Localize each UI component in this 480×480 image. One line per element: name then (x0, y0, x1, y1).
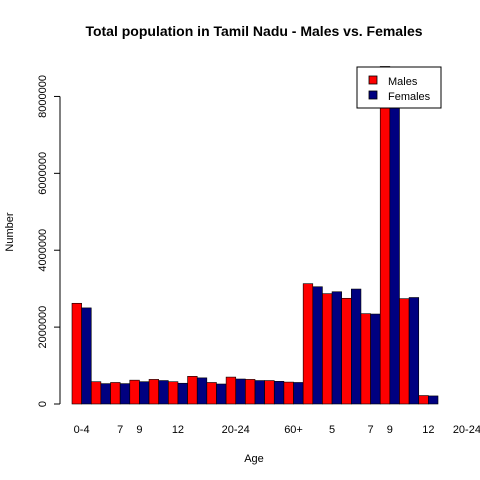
bar-female-5 (177, 382, 188, 405)
legend-swatch-males (368, 75, 378, 85)
bar-male-3 (129, 379, 140, 405)
legend-swatch-females (368, 90, 378, 100)
bar-male-15 (360, 313, 371, 405)
bar-female-10 (273, 381, 285, 405)
y-tick-label-4: 8000000 (37, 75, 49, 118)
x-tick-label-7: 7 (368, 424, 374, 436)
x-tick-label-6: 5 (329, 424, 335, 436)
bar-female-14 (351, 288, 362, 405)
bar-male-17 (399, 298, 410, 405)
bar-female-4 (158, 380, 169, 405)
x-tick-label-2: 9 (136, 424, 142, 436)
bar-female-9 (254, 380, 265, 405)
y-tick-label-3: 6000000 (37, 152, 49, 195)
bar-female-3 (139, 381, 150, 405)
y-tick-label-0: 0 (37, 401, 49, 407)
bar-male-12 (302, 283, 314, 405)
bar-male-11 (283, 381, 294, 405)
bar-female-0 (81, 307, 92, 405)
bar-male-13 (322, 293, 333, 405)
x-tick-label-0: 0-4 (74, 424, 90, 436)
bar-male-1 (90, 381, 102, 405)
y-axis: 0 2000000 4000000 6000000 8000000 (37, 75, 61, 407)
bar-female-12 (312, 286, 323, 405)
legend: Males Females (356, 66, 442, 109)
x-tick-label-10: 20-24 (453, 424, 480, 436)
bar-male-9 (245, 379, 256, 405)
chart-title: Total population in Tamil Nadu - Males v… (85, 23, 422, 39)
x-tick-label-5: 60+ (284, 424, 303, 436)
bar-male-18 (418, 395, 429, 405)
bar-female-17 (408, 297, 420, 405)
bar-male-2 (110, 382, 121, 405)
bar-female-2 (119, 383, 131, 405)
bar-male-0 (71, 302, 82, 405)
legend-box (356, 66, 442, 109)
bar-male-6 (187, 376, 198, 405)
x-tick-label-8: 9 (387, 424, 393, 436)
y-tick-label-2: 4000000 (37, 229, 49, 272)
bar-female-16 (389, 99, 400, 405)
bar-male-4 (148, 379, 159, 405)
bar-female-6 (196, 377, 208, 405)
bar-female-7 (216, 383, 227, 405)
bar-male-14 (341, 297, 352, 405)
bar-male-5 (168, 381, 179, 405)
bar-female-1 (100, 383, 111, 405)
x-axis-label: Age (244, 453, 264, 465)
y-axis-label: Number (4, 212, 16, 251)
x-tick-label-4: 20-24 (222, 424, 250, 436)
bar-male-10 (264, 380, 275, 405)
bar-female-15 (370, 313, 381, 405)
x-tick-label-1: 7 (117, 424, 123, 436)
bar-male-16 (379, 66, 391, 405)
x-tick-label-9: 12 (422, 424, 434, 436)
bar-female-18 (428, 395, 439, 405)
bar-female-13 (331, 291, 342, 405)
y-tick-label-1: 2000000 (37, 306, 49, 349)
legend-label-females: Females (388, 91, 431, 103)
bar-male-7 (206, 382, 217, 405)
legend-label-males: Males (388, 76, 418, 88)
bar-female-8 (235, 378, 246, 405)
bar-male-8 (225, 376, 237, 405)
x-tick-label-3: 12 (172, 424, 184, 436)
bar-female-11 (293, 382, 304, 405)
bars-group (71, 66, 439, 405)
